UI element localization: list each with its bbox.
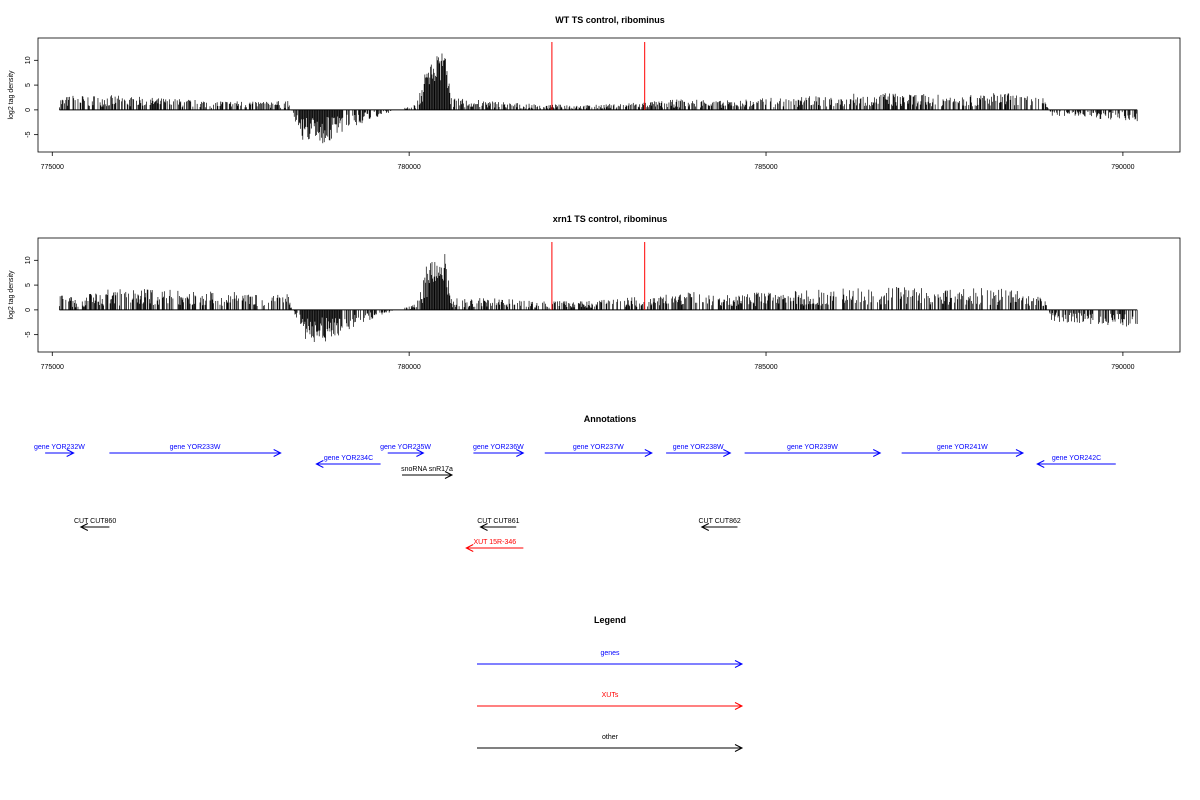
feature-other: CUT CUT861 <box>477 518 520 531</box>
arrow-head <box>315 460 324 468</box>
y-tick-label: -5 <box>25 131 32 137</box>
y-axis-label: log2 tag density <box>8 70 15 120</box>
arrow-head <box>66 449 75 457</box>
feature-label: XUT 15R-346 <box>473 539 516 546</box>
x-tick-label: 785000 <box>754 364 777 371</box>
feature-label: gene YOR238W <box>673 444 724 451</box>
feature-label: gene YOR235W <box>380 444 431 451</box>
legend-label: genes <box>600 650 620 657</box>
density-bars <box>59 254 1138 342</box>
legend: Legend genes XUTs other <box>477 615 744 752</box>
legend-label: XUTs <box>602 692 619 699</box>
x-tick-label: 785000 <box>754 164 777 171</box>
density-bars <box>59 53 1138 144</box>
arrow-head <box>479 523 488 531</box>
annotations-title: Annotations <box>584 414 637 424</box>
feature-gene: gene YOR237W <box>544 444 653 457</box>
x-tick-label: 790000 <box>1111 364 1134 371</box>
arrow-head <box>1015 449 1025 457</box>
feature-gene: gene YOR234C <box>315 455 381 468</box>
y-axis: -5 0 5 10 <box>25 256 38 338</box>
y-tick-label: 10 <box>25 56 32 64</box>
x-axis: 775000 780000 785000 790000 <box>41 352 1135 371</box>
track-panel-wt: WT TS control, ribominus log2 tag densit… <box>8 15 1181 171</box>
y-tick-label: -5 <box>25 331 32 337</box>
feature-label: CUT CUT860 <box>74 518 116 525</box>
x-tick-label: 780000 <box>397 364 420 371</box>
y-tick-label: 5 <box>25 83 32 87</box>
feature-gene: gene YOR232W <box>34 444 85 457</box>
legend-entries: genes XUTs other <box>477 650 744 752</box>
y-tick-label: 5 <box>25 283 32 287</box>
feature-label: gene YOR242C <box>1052 455 1101 462</box>
y-tick-label: 0 <box>25 308 32 312</box>
x-tick-label: 780000 <box>397 164 420 171</box>
feature-label: CUT CUT862 <box>698 518 740 525</box>
arrow-head <box>734 744 744 752</box>
y-axis: -5 0 5 10 <box>25 56 38 138</box>
feature-label: snoRNA snR17a <box>401 466 453 473</box>
arrow-head <box>734 702 744 710</box>
y-axis-label: log2 tag density <box>8 270 15 320</box>
marker-lines <box>551 42 646 110</box>
x-tick-label: 775000 <box>41 364 64 371</box>
feature-gene: gene YOR233W <box>109 444 282 457</box>
arrow-head <box>700 523 710 531</box>
legend-entry-xut: XUTs <box>477 692 744 710</box>
plot-frame <box>37 37 1181 153</box>
arrow-head <box>873 449 882 457</box>
marker-lines <box>551 242 646 310</box>
feature-other: CUT CUT860 <box>74 518 116 531</box>
feature-label: gene YOR233W <box>170 444 221 451</box>
arrow-head <box>723 449 732 457</box>
arrow-head <box>644 449 653 457</box>
feature-gene: gene YOR242C <box>1036 455 1116 468</box>
x-axis: 775000 780000 785000 790000 <box>41 152 1135 171</box>
feature-label: gene YOR232W <box>34 444 85 451</box>
x-tick-label: 790000 <box>1111 164 1134 171</box>
legend-label: other <box>602 734 619 741</box>
feature-gene: gene YOR238W <box>666 444 732 457</box>
track-panel-xrn1: xrn1 TS control, ribominus log2 tag dens… <box>8 214 1181 371</box>
feature-gene: gene YOR241W <box>901 444 1025 457</box>
feature-label: gene YOR236W <box>473 444 524 451</box>
legend-title: Legend <box>594 615 626 625</box>
feature-label: CUT CUT861 <box>477 518 519 525</box>
feature-gene: gene YOR236W <box>473 444 525 457</box>
arrow-head <box>1036 460 1045 468</box>
arrow-head <box>79 523 89 531</box>
annotation-track: Annotations gene YOR232W gene YOR233Wgene… <box>34 414 1116 552</box>
y-tick-label: 0 <box>25 108 32 112</box>
arrow-head <box>416 449 425 457</box>
y-tick-label: 10 <box>25 256 32 264</box>
x-tick-label: 775000 <box>41 164 64 171</box>
feature-label: gene YOR241W <box>937 444 988 451</box>
arrow-head <box>734 660 744 668</box>
feature-other: CUT CUT862 <box>698 518 741 531</box>
panel-title: WT TS control, ribominus <box>555 15 665 25</box>
arrow-head <box>465 544 474 552</box>
legend-entry-gene: genes <box>477 650 744 668</box>
arrow-head <box>516 449 525 457</box>
arrow-head <box>444 471 454 479</box>
arrow-head <box>273 449 282 457</box>
feature-list: gene YOR232W gene YOR233W gene YOR234C gene… <box>34 444 1116 552</box>
legend-entry-other: other <box>477 734 744 752</box>
panel-title: xrn1 TS control, ribominus <box>553 214 668 224</box>
plot-frame <box>37 237 1181 353</box>
feature-other: snoRNA snR17a <box>401 466 454 479</box>
feature-label: gene YOR239W <box>787 444 838 451</box>
feature-label: gene YOR237W <box>573 444 624 451</box>
feature-gene: gene YOR235W <box>380 444 431 457</box>
feature-gene: gene YOR239W <box>744 444 882 457</box>
feature-label: gene YOR234C <box>324 455 373 462</box>
feature-xut: XUT 15R-346 <box>465 539 524 552</box>
